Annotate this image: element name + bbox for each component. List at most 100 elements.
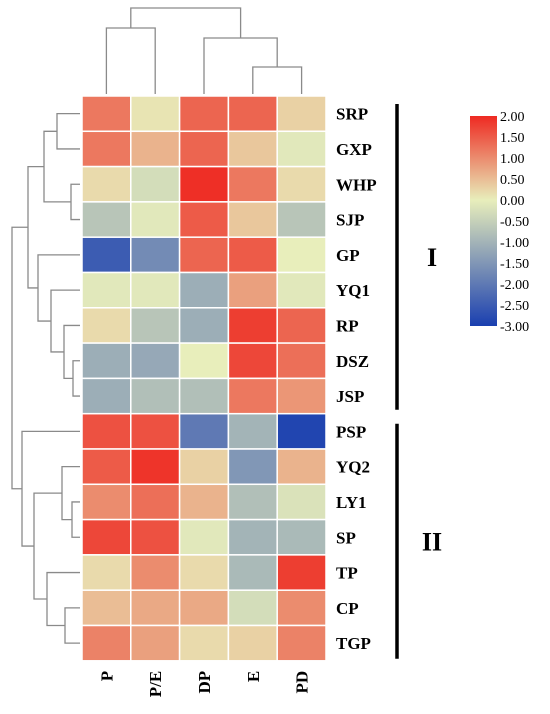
heatmap-cell xyxy=(178,236,230,274)
heatmap-cell xyxy=(81,95,132,133)
row-label: YQ2 xyxy=(336,458,370,477)
heatmap-cell xyxy=(178,589,230,627)
heatmap-cell xyxy=(227,589,278,627)
heatmap-cell xyxy=(81,165,132,203)
heatmap-cell xyxy=(227,201,278,238)
dendrogram-link xyxy=(63,324,80,380)
heatmap-cell xyxy=(81,483,132,521)
column-label: DP xyxy=(195,671,214,694)
row-dendrogram xyxy=(11,113,80,644)
row-label: TP xyxy=(336,564,358,583)
heatmap-cell xyxy=(178,518,230,556)
heatmap-cell xyxy=(81,589,132,627)
row-label: LY1 xyxy=(336,493,367,512)
cluster-groups: III xyxy=(395,104,442,659)
colorbar-tick-label: 0.00 xyxy=(500,194,525,209)
heatmap-cell xyxy=(276,271,327,309)
group-label: I xyxy=(427,243,437,272)
heatmap-cell xyxy=(130,307,181,344)
heatmap-cells xyxy=(81,95,327,662)
heatmap-cell xyxy=(178,624,230,662)
colorbar-tick-label: -1.00 xyxy=(500,236,529,251)
row-label: SJP xyxy=(336,211,364,230)
dendrogram-link xyxy=(61,466,80,521)
heatmap-cell xyxy=(130,483,181,521)
heatmap-cell xyxy=(81,236,132,274)
group-label: II xyxy=(422,527,442,556)
heatmap-cell xyxy=(276,624,327,662)
heatmap-cell xyxy=(227,342,278,380)
dendrogram-link xyxy=(70,183,80,221)
heatmap-cell xyxy=(81,412,132,450)
heatmap-cell xyxy=(81,271,132,309)
heatmap-cell xyxy=(178,307,230,344)
dendrogram-link xyxy=(64,607,80,644)
row-label: GXP xyxy=(336,140,372,159)
heatmap-cell xyxy=(130,236,181,274)
heatmap-cell xyxy=(81,342,132,380)
row-label: SP xyxy=(336,528,356,547)
heatmap-cell xyxy=(130,201,181,238)
heatmap-cell xyxy=(81,377,132,415)
heatmap-cell xyxy=(178,483,230,521)
heatmap-cell xyxy=(276,201,327,238)
heatmap-cell xyxy=(130,554,181,591)
dendrogram-link xyxy=(71,501,80,538)
dendrogram-link xyxy=(37,254,80,322)
heatmap-cell xyxy=(81,307,132,344)
heatmap-cell xyxy=(81,518,132,556)
heatmap-cell xyxy=(276,448,327,486)
heatmap-cell xyxy=(276,165,327,203)
heatmap-cell xyxy=(227,448,278,486)
heatmap-cell xyxy=(276,307,327,344)
heatmap-cell xyxy=(276,483,327,521)
heatmap-cell xyxy=(227,518,278,556)
colorbar: 2.00 1.50 1.00 0.50 0.00 -0.50 -1.00 -1.50 -2.00… xyxy=(470,110,529,335)
heatmap-cell xyxy=(227,412,278,450)
colorbar-tick-label: 1.50 xyxy=(500,131,525,146)
dendrogram-link xyxy=(21,430,80,547)
row-label: PSP xyxy=(336,422,366,441)
heatmap-cell xyxy=(227,95,278,133)
dendrogram-link xyxy=(72,360,80,397)
heatmap-cell xyxy=(81,624,132,662)
heatmap-cell xyxy=(227,165,278,203)
dendrogram-link xyxy=(27,165,44,289)
heatmap-cell xyxy=(227,271,278,309)
dendrogram-link xyxy=(105,27,156,94)
colorbar-tick-label: 2.00 xyxy=(500,110,525,125)
heatmap-cell xyxy=(227,624,278,662)
dendrogram-link xyxy=(252,66,303,94)
column-label: E xyxy=(244,671,263,682)
heatmap-cell xyxy=(227,554,278,591)
heatmap-cell xyxy=(178,377,230,415)
heatmap-cell xyxy=(130,271,181,309)
colorbar-tick-label: -3.00 xyxy=(500,320,529,335)
colorbar-tick-label: -2.50 xyxy=(500,299,529,314)
dendrogram-link xyxy=(130,7,242,38)
heatmap-cell xyxy=(130,342,181,380)
colorbar-gradient xyxy=(470,116,497,326)
row-label: WHP xyxy=(336,175,377,194)
colorbar-tick-label: -2.00 xyxy=(500,278,529,293)
heatmap-cell xyxy=(178,271,230,309)
row-labels: SRP GXP WHP SJP GP YQ1 RP DSZ JSP PSP YQ2 LY1 SP TP CP… xyxy=(336,105,377,654)
heatmap-cell xyxy=(130,518,181,556)
heatmap-cell xyxy=(81,201,132,238)
heatmap-cell xyxy=(130,589,181,627)
column-label: PD xyxy=(293,671,312,694)
column-label: P/E xyxy=(146,671,165,697)
heatmap-cell xyxy=(130,95,181,133)
heatmap-cell xyxy=(276,589,327,627)
heatmap-cell xyxy=(130,130,181,168)
row-label: GP xyxy=(336,246,360,265)
dendrogram-link xyxy=(46,571,80,627)
row-label: RP xyxy=(336,316,359,335)
heatmap-cell xyxy=(178,165,230,203)
heatmap-cell xyxy=(276,554,327,591)
heatmap-cell xyxy=(178,130,230,168)
heatmap-cell xyxy=(178,412,230,450)
dendrogram-link xyxy=(56,113,80,150)
heatmap-cell xyxy=(276,95,327,133)
